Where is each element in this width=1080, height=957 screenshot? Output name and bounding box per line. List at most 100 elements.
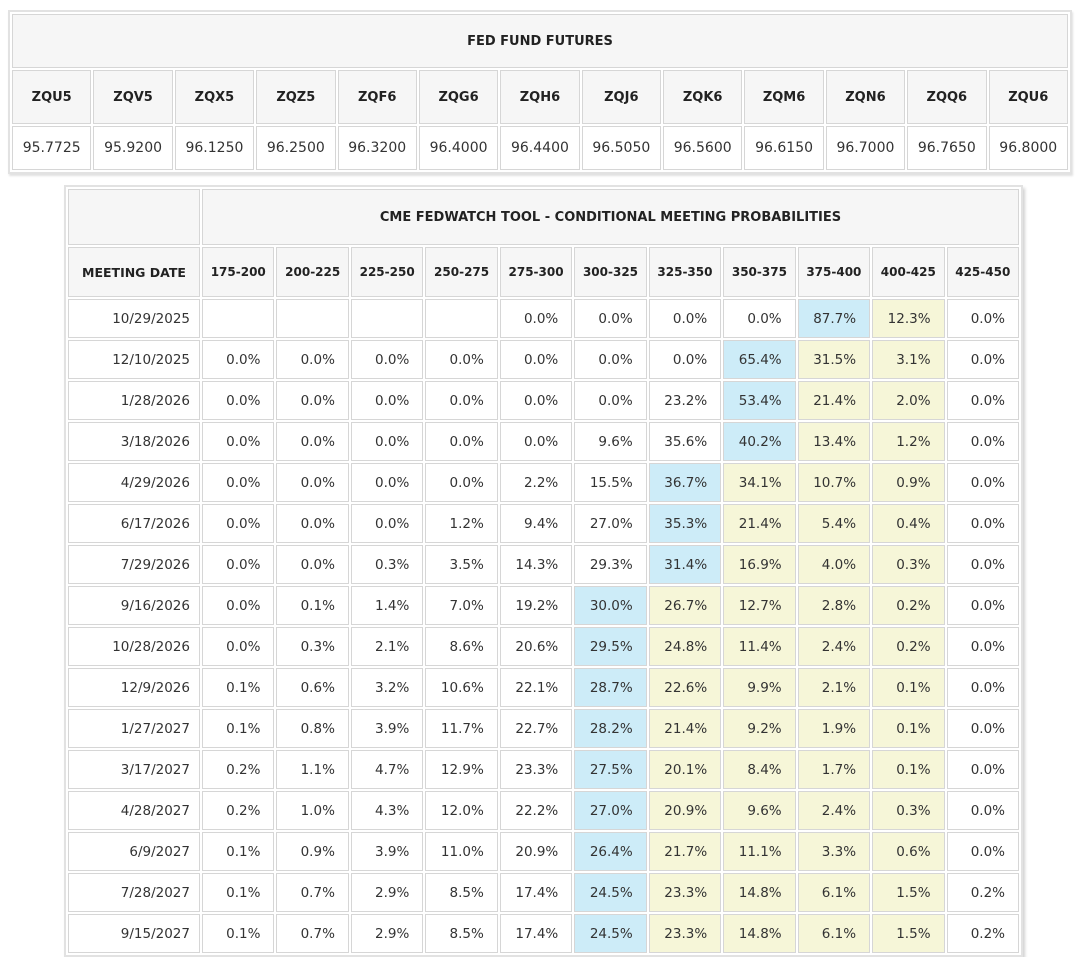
probability-cell: 0.0% bbox=[946, 791, 1019, 830]
probability-cell: 35.6% bbox=[648, 422, 722, 461]
probability-cell: 2.9% bbox=[350, 914, 424, 953]
futures-ticker-header: ZQH6 bbox=[500, 70, 580, 124]
probability-cell: 1.1% bbox=[276, 750, 349, 789]
probability-cell: 0.0% bbox=[946, 545, 1019, 584]
meeting-row: 12/9/2026 0.1% 0.6% 3.2% 10.6% 22.1% 28.7% 22.6… bbox=[68, 668, 1019, 707]
futures-price-cell: 96.5600 bbox=[663, 126, 743, 170]
probability-cell: 22.1% bbox=[499, 668, 573, 707]
probability-cell: 0.0% bbox=[276, 545, 349, 584]
probability-cell: 0.2% bbox=[946, 914, 1019, 953]
probability-cell: 0.2% bbox=[202, 791, 275, 830]
probability-cell: 2.1% bbox=[350, 627, 424, 666]
probability-cell: 1.4% bbox=[350, 586, 424, 625]
meeting-date-cell: 4/28/2027 bbox=[68, 791, 200, 830]
probability-cell: 30.0% bbox=[574, 586, 647, 625]
meeting-date-cell: 10/29/2025 bbox=[68, 299, 200, 338]
probability-cell: 0.0% bbox=[202, 545, 275, 584]
probability-cell: 8.5% bbox=[425, 914, 498, 953]
probability-cell: 29.3% bbox=[574, 545, 647, 584]
probability-cell: 28.7% bbox=[574, 668, 647, 707]
probability-cell: 0.1% bbox=[872, 709, 945, 748]
probability-cell: 0.0% bbox=[723, 299, 796, 338]
probability-cell bbox=[350, 299, 424, 338]
probability-cell: 0.0% bbox=[946, 832, 1019, 871]
fed-fund-futures-panel: FED FUND FUTURES ZQU5 ZQV5 ZQX5 ZQZ5 ZQF6 ZQG… bbox=[8, 10, 1072, 174]
meeting-row: 9/16/2026 0.0% 0.1% 1.4% 7.0% 19.2% 30.0% 26.7%… bbox=[68, 586, 1019, 625]
probability-cell bbox=[202, 299, 275, 338]
futures-ticker-header-row: ZQU5 ZQV5 ZQX5 ZQZ5 ZQF6 ZQG6 ZQH6 ZQJ6 ZQK6 ZQM6… bbox=[12, 70, 1068, 124]
probability-cell: 4.0% bbox=[797, 545, 871, 584]
probability-cell: 0.0% bbox=[276, 422, 349, 461]
probability-cell: 0.0% bbox=[499, 422, 573, 461]
probability-cell: 1.5% bbox=[872, 873, 945, 912]
meeting-row: 10/28/2026 0.0% 0.3% 2.1% 8.6% 20.6% 29.5% 24.8… bbox=[68, 627, 1019, 666]
futures-ticker-header: ZQG6 bbox=[418, 70, 499, 124]
probability-cell: 0.2% bbox=[202, 750, 275, 789]
probability-cell: 2.1% bbox=[797, 668, 871, 707]
fedwatch-header-row: MEETING DATE 175-200 200-225 225-250 250-27… bbox=[68, 247, 1019, 297]
probability-cell: 0.0% bbox=[946, 340, 1019, 379]
probability-cell: 0.1% bbox=[202, 832, 275, 871]
futures-ticker-header: ZQU5 bbox=[12, 70, 92, 124]
probability-cell: 0.0% bbox=[202, 381, 275, 420]
meeting-row: 6/17/2026 0.0% 0.0% 0.0% 1.2% 9.4% 27.0% 35.3% 2… bbox=[68, 504, 1019, 543]
probability-cell: 22.6% bbox=[648, 668, 722, 707]
probability-cell: 0.0% bbox=[350, 340, 424, 379]
probability-cell: 34.1% bbox=[723, 463, 796, 502]
probability-cell: 1.5% bbox=[872, 914, 945, 953]
futures-ticker-header: ZQX5 bbox=[174, 70, 255, 124]
probability-cell: 3.9% bbox=[350, 709, 424, 748]
probability-cell: 0.7% bbox=[276, 873, 349, 912]
meeting-date-cell: 10/28/2026 bbox=[68, 627, 200, 666]
probability-cell: 11.7% bbox=[425, 709, 498, 748]
probability-cell: 0.0% bbox=[574, 340, 647, 379]
probability-cell: 9.9% bbox=[723, 668, 796, 707]
probability-cell: 0.3% bbox=[872, 545, 945, 584]
rate-range-header: 175-200 bbox=[202, 247, 275, 297]
probability-cell: 16.9% bbox=[723, 545, 796, 584]
meeting-date-cell: 1/28/2026 bbox=[68, 381, 200, 420]
probability-cell: 0.0% bbox=[350, 504, 424, 543]
probability-cell: 14.8% bbox=[723, 914, 796, 953]
probability-cell: 2.8% bbox=[797, 586, 871, 625]
probability-cell: 0.3% bbox=[872, 791, 945, 830]
rate-range-header: 350-375 bbox=[723, 247, 796, 297]
probability-cell: 0.0% bbox=[946, 299, 1019, 338]
meeting-date-cell: 4/29/2026 bbox=[68, 463, 200, 502]
probability-cell: 1.2% bbox=[872, 422, 945, 461]
probability-cell: 0.0% bbox=[350, 463, 424, 502]
probability-cell: 26.7% bbox=[648, 586, 722, 625]
futures-ticker-header: ZQZ5 bbox=[256, 70, 336, 124]
probability-cell: 4.7% bbox=[350, 750, 424, 789]
probability-cell: 11.4% bbox=[723, 627, 796, 666]
probability-cell: 20.9% bbox=[648, 791, 722, 830]
probability-cell: 0.4% bbox=[872, 504, 945, 543]
probability-cell: 23.3% bbox=[499, 750, 573, 789]
fedwatch-table-title: CME FEDWATCH TOOL - CONDITIONAL MEETING … bbox=[202, 189, 1019, 245]
probability-cell: 22.2% bbox=[499, 791, 573, 830]
probability-cell: 21.7% bbox=[648, 832, 722, 871]
probability-cell: 0.0% bbox=[425, 381, 498, 420]
probability-cell: 21.4% bbox=[648, 709, 722, 748]
probability-cell: 24.5% bbox=[574, 914, 647, 953]
probability-cell: 27.5% bbox=[574, 750, 647, 789]
probability-cell: 0.1% bbox=[202, 873, 275, 912]
rate-range-header: 250-275 bbox=[425, 247, 498, 297]
probability-cell: 0.9% bbox=[872, 463, 945, 502]
probability-cell: 0.1% bbox=[872, 668, 945, 707]
probability-cell: 0.1% bbox=[202, 668, 275, 707]
probability-cell: 0.0% bbox=[946, 422, 1019, 461]
meeting-date-cell: 7/29/2026 bbox=[68, 545, 200, 584]
probability-cell: 17.4% bbox=[499, 873, 573, 912]
futures-price-cell: 95.9200 bbox=[93, 126, 173, 170]
meeting-row: 6/9/2027 0.1% 0.9% 3.9% 11.0% 20.9% 26.4% 21.7%… bbox=[68, 832, 1019, 871]
probability-cell: 12.3% bbox=[872, 299, 945, 338]
futures-price-cell: 96.7000 bbox=[825, 126, 906, 170]
probability-cell: 9.4% bbox=[499, 504, 573, 543]
probability-cell: 0.0% bbox=[946, 504, 1019, 543]
probability-cell: 11.0% bbox=[425, 832, 498, 871]
probability-cell: 0.0% bbox=[946, 750, 1019, 789]
probability-cell: 53.4% bbox=[723, 381, 796, 420]
probability-cell: 0.0% bbox=[946, 586, 1019, 625]
probability-cell: 7.0% bbox=[425, 586, 498, 625]
